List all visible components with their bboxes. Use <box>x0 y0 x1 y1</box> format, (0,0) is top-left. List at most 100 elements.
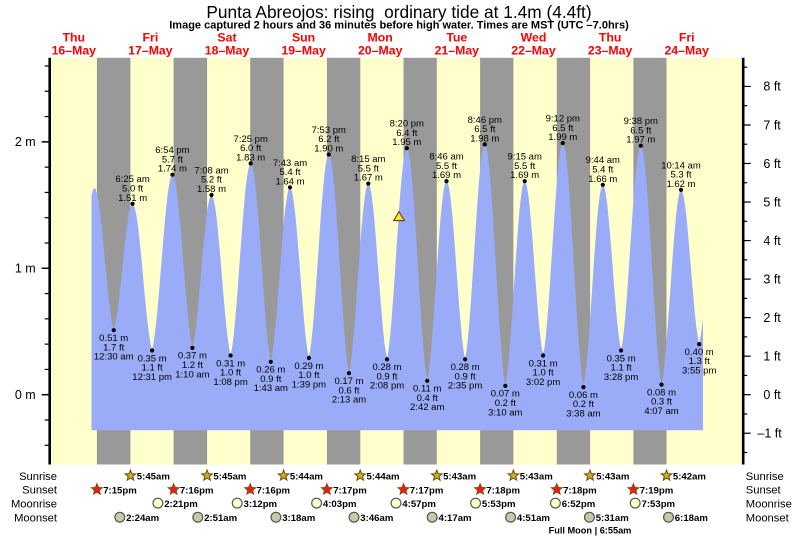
svg-text:7:53 pm: 7:53 pm <box>312 125 346 136</box>
svg-text:0.07 m: 0.07 m <box>491 389 520 400</box>
svg-text:3:12pm: 3:12pm <box>244 499 278 510</box>
svg-text:20–May: 20–May <box>358 44 403 58</box>
svg-text:Sun: Sun <box>292 31 315 45</box>
svg-text:7 ft: 7 ft <box>763 118 781 132</box>
svg-text:4:51am: 4:51am <box>517 513 550 524</box>
svg-text:1.66 m: 1.66 m <box>588 174 617 185</box>
svg-text:Fri: Fri <box>679 31 695 45</box>
svg-text:2:51am: 2:51am <box>204 513 237 524</box>
svg-text:Fri: Fri <box>143 31 159 45</box>
svg-text:0.35 m: 0.35 m <box>138 353 167 364</box>
svg-text:1.95 m: 1.95 m <box>392 137 421 148</box>
svg-text:3 ft: 3 ft <box>763 272 781 286</box>
svg-text:2:35 pm: 2:35 pm <box>448 381 482 392</box>
svg-text:0.2 ft: 0.2 ft <box>495 398 516 409</box>
svg-text:0.40 m: 0.40 m <box>685 347 714 358</box>
svg-text:1.3 ft: 1.3 ft <box>689 356 710 367</box>
svg-text:Tue: Tue <box>446 31 467 45</box>
svg-text:5.5 ft: 5.5 ft <box>436 161 457 172</box>
svg-text:4:07 am: 4:07 am <box>644 406 678 417</box>
svg-text:1:08 pm: 1:08 pm <box>213 377 247 388</box>
svg-text:1.90 m: 1.90 m <box>314 144 343 155</box>
svg-text:0.28 m: 0.28 m <box>372 362 401 373</box>
svg-text:7:08 am: 7:08 am <box>194 165 228 176</box>
svg-text:0.9 ft: 0.9 ft <box>376 371 397 382</box>
svg-text:3:10 am: 3:10 am <box>488 407 522 418</box>
svg-text:Full Moon | 6:55am: Full Moon | 6:55am <box>549 526 632 536</box>
svg-text:18–May: 18–May <box>205 44 250 58</box>
svg-text:1:43 am: 1:43 am <box>254 383 288 394</box>
svg-text:5:43am: 5:43am <box>596 471 629 482</box>
svg-text:4:57pm: 4:57pm <box>402 499 436 510</box>
svg-text:Image captured 2 hours and 36: Image captured 2 hours and 36 minutes be… <box>169 19 629 31</box>
svg-text:Mon: Mon <box>368 31 393 45</box>
svg-text:8:46 am: 8:46 am <box>429 152 463 163</box>
svg-text:1.7 ft: 1.7 ft <box>103 342 124 353</box>
svg-text:1.69 m: 1.69 m <box>510 170 539 181</box>
svg-text:5:53pm: 5:53pm <box>482 499 516 510</box>
svg-text:7:43 am: 7:43 am <box>273 158 307 169</box>
svg-text:Sunset: Sunset <box>746 485 782 497</box>
svg-text:Punta Abreojos: rising ordina: Punta Abreojos: rising ordinary tide at … <box>206 2 591 22</box>
svg-text:9:38 pm: 9:38 pm <box>624 116 658 127</box>
svg-text:1.69 m: 1.69 m <box>432 170 461 181</box>
svg-text:6.0 ft: 6.0 ft <box>240 143 261 154</box>
svg-text:7:19pm: 7:19pm <box>640 485 674 496</box>
svg-text:17–May: 17–May <box>128 44 173 58</box>
svg-text:5:45am: 5:45am <box>137 471 170 482</box>
svg-text:1.58 m: 1.58 m <box>197 184 226 195</box>
svg-text:5.0 ft: 5.0 ft <box>122 184 143 195</box>
svg-text:9:12 pm: 9:12 pm <box>546 114 580 125</box>
svg-text:2:13 am: 2:13 am <box>332 395 366 406</box>
svg-text:Moonset: Moonset <box>14 512 58 524</box>
svg-text:1:39 pm: 1:39 pm <box>292 379 326 390</box>
svg-text:6.5 ft: 6.5 ft <box>630 125 651 136</box>
svg-text:5:42am: 5:42am <box>673 471 706 482</box>
svg-text:1.2 ft: 1.2 ft <box>182 360 203 371</box>
svg-text:5:44am: 5:44am <box>290 471 323 482</box>
svg-text:5:45am: 5:45am <box>213 471 246 482</box>
svg-text:0.31 m: 0.31 m <box>529 358 558 369</box>
svg-text:5:43am: 5:43am <box>520 471 553 482</box>
svg-text:5.4 ft: 5.4 ft <box>279 167 300 178</box>
svg-text:7:15pm: 7:15pm <box>103 485 137 496</box>
svg-text:5:44am: 5:44am <box>367 471 400 482</box>
svg-text:Wed: Wed <box>521 31 547 45</box>
svg-text:1.0 ft: 1.0 ft <box>533 368 554 379</box>
svg-text:0.6 ft: 0.6 ft <box>338 385 359 396</box>
svg-text:6 ft: 6 ft <box>763 157 781 171</box>
svg-text:7:17pm: 7:17pm <box>333 485 367 496</box>
svg-text:21–May: 21–May <box>435 44 480 58</box>
svg-text:Sunrise: Sunrise <box>746 471 784 483</box>
svg-text:2 m: 2 m <box>15 135 36 149</box>
svg-text:1:10 am: 1:10 am <box>175 369 209 380</box>
svg-text:23–May: 23–May <box>588 44 633 58</box>
svg-text:16–May: 16–May <box>52 44 97 58</box>
svg-text:5.5 ft: 5.5 ft <box>514 161 535 172</box>
svg-text:1.0 ft: 1.0 ft <box>220 368 241 379</box>
svg-text:4:17am: 4:17am <box>439 513 472 524</box>
svg-text:3:46am: 3:46am <box>360 513 393 524</box>
svg-text:0.31 m: 0.31 m <box>216 358 245 369</box>
svg-text:8:20 pm: 8:20 pm <box>390 119 424 130</box>
svg-text:3:55 pm: 3:55 pm <box>682 366 716 377</box>
svg-text:0.35 m: 0.35 m <box>607 353 636 364</box>
svg-text:0.9 ft: 0.9 ft <box>260 374 281 385</box>
svg-text:0 ft: 0 ft <box>763 388 781 402</box>
svg-text:19–May: 19–May <box>281 44 326 58</box>
svg-text:7:16pm: 7:16pm <box>257 485 291 496</box>
svg-text:6.5 ft: 6.5 ft <box>552 123 573 134</box>
svg-text:24–May: 24–May <box>664 44 709 58</box>
svg-text:Moonset: Moonset <box>746 512 790 524</box>
svg-text:3:38 am: 3:38 am <box>566 409 600 420</box>
svg-text:5.7 ft: 5.7 ft <box>162 154 183 165</box>
svg-text:9:15 am: 9:15 am <box>508 152 542 163</box>
svg-text:5:43am: 5:43am <box>443 471 476 482</box>
svg-text:Thu: Thu <box>599 31 622 45</box>
svg-text:5:31am: 5:31am <box>596 513 629 524</box>
svg-text:1.51 m: 1.51 m <box>118 193 147 204</box>
svg-text:7:17pm: 7:17pm <box>410 485 444 496</box>
svg-text:1.74 m: 1.74 m <box>158 164 187 175</box>
svg-text:6.2 ft: 6.2 ft <box>318 134 339 145</box>
svg-text:6:25 am: 6:25 am <box>115 174 149 185</box>
